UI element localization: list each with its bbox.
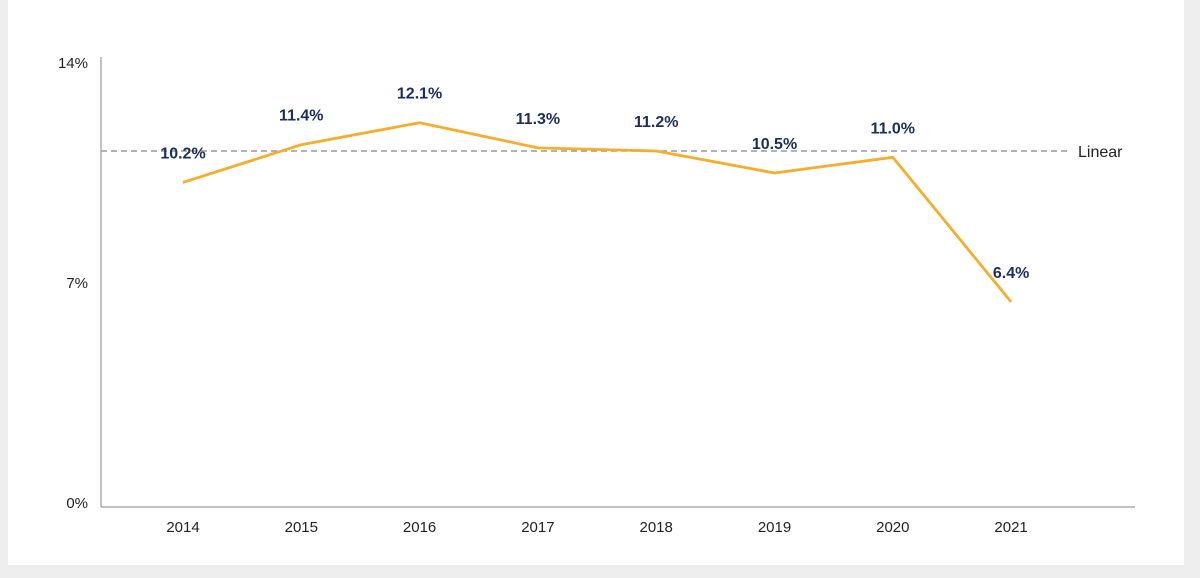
y-tick-label: 0% <box>66 495 88 512</box>
x-tick-label: 2020 <box>876 519 909 536</box>
trendline-group: Linear <box>101 144 1123 161</box>
data-label: 11.0% <box>871 120 915 137</box>
axes <box>100 57 1135 508</box>
chart-container: 0% 7% 14% 2014 2015 2016 2017 2018 2019 2020 2021… <box>8 0 1184 565</box>
data-label: 11.4% <box>279 108 323 125</box>
trendline-label: Linear <box>1078 144 1123 161</box>
x-tick-label: 2018 <box>640 519 673 536</box>
x-tick-label: 2016 <box>403 519 436 536</box>
y-tick-labels: 0% 7% 14% <box>58 55 88 512</box>
data-label: 12.1% <box>397 86 442 103</box>
x-tick-label: 2017 <box>521 519 554 536</box>
data-label: 6.4% <box>993 265 1029 282</box>
x-tick-label: 2021 <box>994 519 1027 536</box>
x-tick-label: 2014 <box>166 519 199 536</box>
data-label: 10.5% <box>752 136 797 153</box>
y-tick-label: 14% <box>58 55 88 72</box>
data-label: 11.2% <box>634 114 678 131</box>
line-chart: 0% 7% 14% 2014 2015 2016 2017 2018 2019 2020 2021… <box>58 55 1135 536</box>
y-tick-label: 7% <box>66 275 88 292</box>
x-tick-label: 2015 <box>285 519 318 536</box>
data-label: 10.2% <box>160 145 205 162</box>
data-label: 11.3% <box>516 111 560 128</box>
x-tick-label: 2019 <box>758 519 791 536</box>
series-line <box>182 121 1013 303</box>
data-labels: 10.2% 11.4% 12.1% 11.3% 11.2% 10.5% 11.0% 6.4% <box>160 86 1029 282</box>
x-tick-labels: 2014 2015 2016 2017 2018 2019 2020 2021 <box>166 519 1027 536</box>
